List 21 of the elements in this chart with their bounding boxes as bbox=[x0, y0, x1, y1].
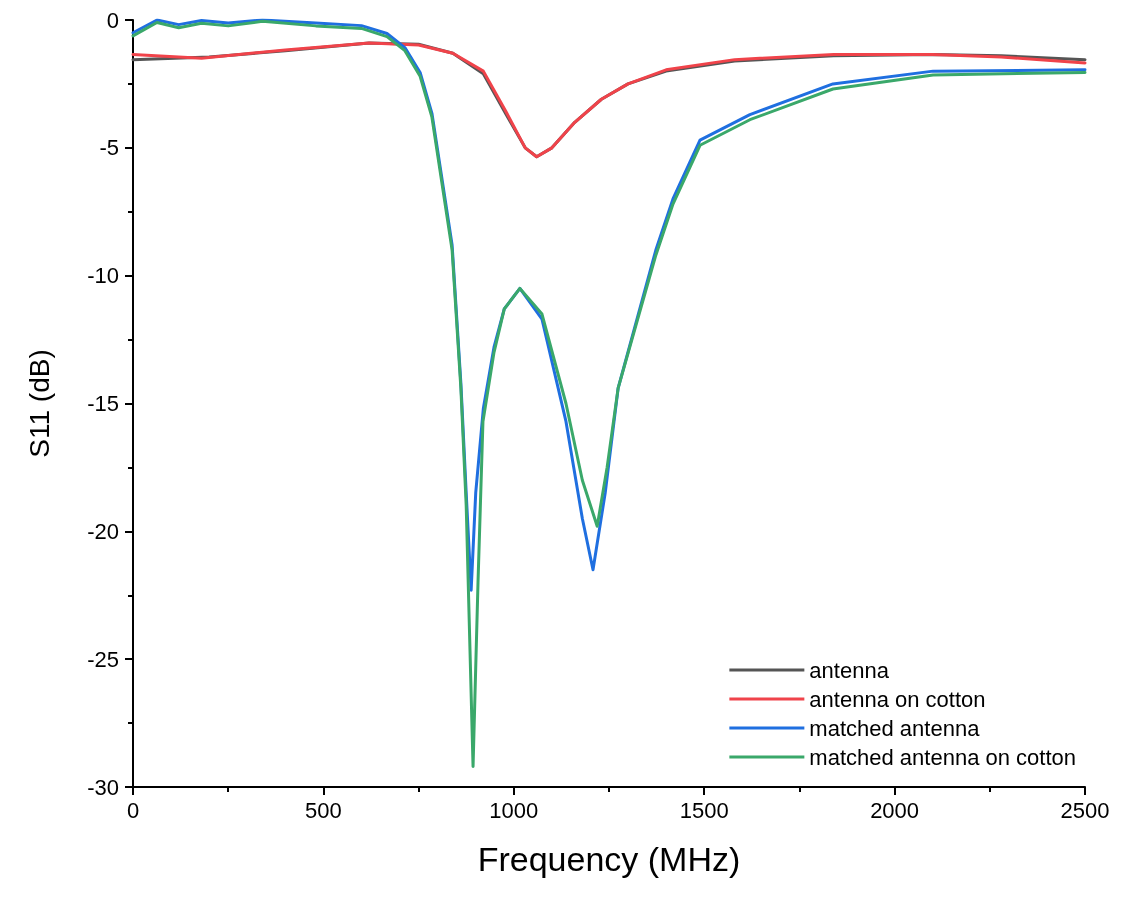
line-series bbox=[131, 41, 1087, 159]
y-tick-label: -5 bbox=[99, 135, 119, 161]
x-tick-label: 1000 bbox=[489, 797, 539, 823]
x-tick-label: 2500 bbox=[1060, 797, 1110, 823]
y-axis-title: S11 (dB) bbox=[23, 349, 55, 458]
x-tick-label: 2000 bbox=[870, 797, 920, 823]
legend-label: antenna on cotton bbox=[809, 686, 986, 712]
legend-label: antenna bbox=[809, 657, 890, 683]
y-tick-label: -30 bbox=[87, 774, 119, 800]
y-tick-label: 0 bbox=[106, 7, 119, 33]
legend-label: matched antenna on cotton bbox=[809, 744, 1077, 770]
x-tick-label: 0 bbox=[126, 797, 140, 823]
y-tick-label: -20 bbox=[87, 518, 119, 544]
y-tick-label: -15 bbox=[87, 391, 119, 416]
y-tick-label: -25 bbox=[87, 646, 119, 672]
legend-label: matched antenna bbox=[809, 715, 981, 741]
x-axis-title: Frequency (MHz) bbox=[477, 840, 741, 878]
x-tick-label: 500 bbox=[305, 797, 342, 823]
line-series bbox=[131, 19, 1087, 769]
x-tick-label: 1500 bbox=[679, 797, 729, 823]
y-tick-label: -10 bbox=[87, 263, 119, 289]
